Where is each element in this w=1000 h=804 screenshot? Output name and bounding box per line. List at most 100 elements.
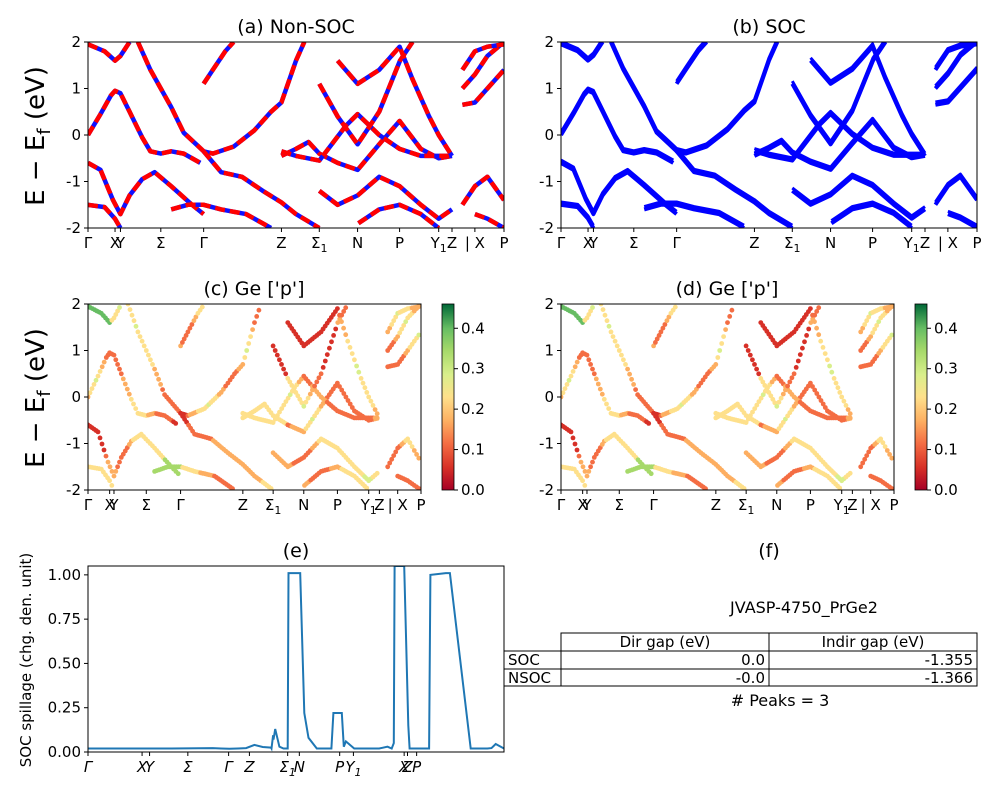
xtick-label: Z	[276, 234, 286, 252]
band-line-soc-split	[809, 42, 927, 154]
projection-point	[341, 391, 347, 396]
projection-point	[887, 452, 892, 457]
projection-point	[748, 413, 753, 418]
projection-point	[729, 307, 735, 313]
ytick-label: 0.25	[48, 699, 81, 717]
projection-point	[672, 304, 678, 310]
xtick-label: X	[578, 496, 588, 514]
xtick-label: Y1	[430, 234, 447, 255]
projection-point	[822, 351, 828, 356]
ytick-label: -1	[539, 173, 554, 191]
table-header: Dir gap (eV)	[620, 633, 711, 651]
projection-point	[285, 376, 291, 381]
projection-point	[283, 399, 289, 404]
projection-point	[802, 339, 807, 345]
projection-point	[358, 376, 364, 381]
xtick-label: Z	[238, 496, 248, 514]
projection-point	[703, 486, 708, 490]
projection-point	[391, 318, 397, 324]
projection-point	[825, 357, 830, 363]
projection-point	[808, 306, 813, 311]
ylabel-top: E − Ef (eV)	[21, 66, 55, 206]
xtick-label: N	[298, 496, 309, 514]
projection-point	[322, 358, 328, 364]
projection-point	[368, 398, 374, 404]
panel-e-spillage: (e) 1.000.750.500.250.00Γ XY Σ Γ Z Σ1N P Y1 XZ P	[48, 540, 505, 779]
band-line-nonsoc-red	[88, 42, 132, 63]
projection-point	[599, 391, 605, 397]
band-line-nonsoc-red	[461, 68, 504, 108]
projection-point	[591, 371, 597, 377]
band-line-soc	[791, 174, 927, 221]
projection-point	[586, 357, 592, 363]
projection-point	[131, 318, 137, 324]
projection-point	[113, 469, 119, 474]
projection-point	[606, 406, 612, 411]
projection-point	[281, 366, 286, 372]
projection-point	[301, 403, 307, 409]
projection-point	[137, 334, 143, 339]
projection-point	[193, 314, 199, 320]
projection-point	[713, 362, 719, 367]
xtick-label: Y1	[345, 758, 361, 779]
projection-point	[295, 393, 301, 399]
projection-point	[646, 421, 652, 426]
ytick-label: 0.00	[48, 743, 81, 761]
projection-point	[250, 327, 256, 332]
projection-point	[89, 386, 95, 391]
projection-point	[780, 391, 786, 397]
projection-point	[109, 469, 115, 474]
projection-point	[884, 448, 890, 453]
xtick-label: Z	[847, 496, 857, 514]
projection-point	[364, 485, 370, 490]
projection-point	[349, 351, 355, 356]
xtick-label: X	[136, 758, 148, 776]
projection-point	[416, 304, 421, 310]
projection-point	[648, 471, 654, 477]
projection-point	[393, 449, 399, 455]
projection-point	[270, 420, 276, 425]
panel-d-scatter	[561, 304, 894, 490]
ytick-label: -1	[539, 435, 554, 453]
projection-point	[126, 391, 132, 397]
projection-point	[747, 352, 753, 358]
projection-point	[814, 309, 820, 314]
projection-point	[576, 453, 582, 459]
projection-point	[764, 386, 770, 392]
projection-point	[141, 343, 147, 349]
band-line-nonsoc-blue	[460, 42, 504, 72]
projection-point	[152, 366, 158, 372]
projection-point	[299, 400, 305, 406]
projection-point	[364, 390, 370, 395]
xtick-label: Σ	[183, 758, 193, 776]
projection-point	[389, 322, 395, 327]
projection-point	[272, 416, 278, 422]
projection-point	[814, 325, 819, 331]
projection-point	[115, 308, 120, 314]
projection-point	[305, 395, 311, 401]
band-line-soc	[643, 202, 745, 228]
projection-point	[866, 314, 872, 320]
panel-c-scatter	[88, 304, 421, 490]
projection-point	[601, 396, 607, 402]
projection-point	[97, 435, 103, 441]
xtick-label: Z	[447, 234, 457, 252]
projection-point	[411, 448, 417, 453]
ytick-label: 1	[544, 80, 554, 98]
projection-point	[776, 399, 782, 405]
projection-point	[246, 341, 252, 346]
ytick-label: 0.50	[48, 654, 81, 672]
band-line-soc	[933, 42, 977, 90]
projection-point	[816, 305, 822, 311]
material-label: JVASP-4750_PrGe2	[729, 598, 878, 618]
projection-point	[600, 307, 606, 312]
projection-point	[810, 384, 815, 389]
projection-point	[372, 407, 378, 412]
projection-point	[281, 402, 287, 408]
band-line-soc-split	[934, 172, 977, 203]
ytick-label: -2	[66, 219, 81, 237]
projection-point	[158, 382, 164, 387]
colorbar-tick-label: 0.0	[461, 481, 485, 499]
projection-point	[191, 318, 197, 324]
projection-point	[818, 398, 824, 403]
